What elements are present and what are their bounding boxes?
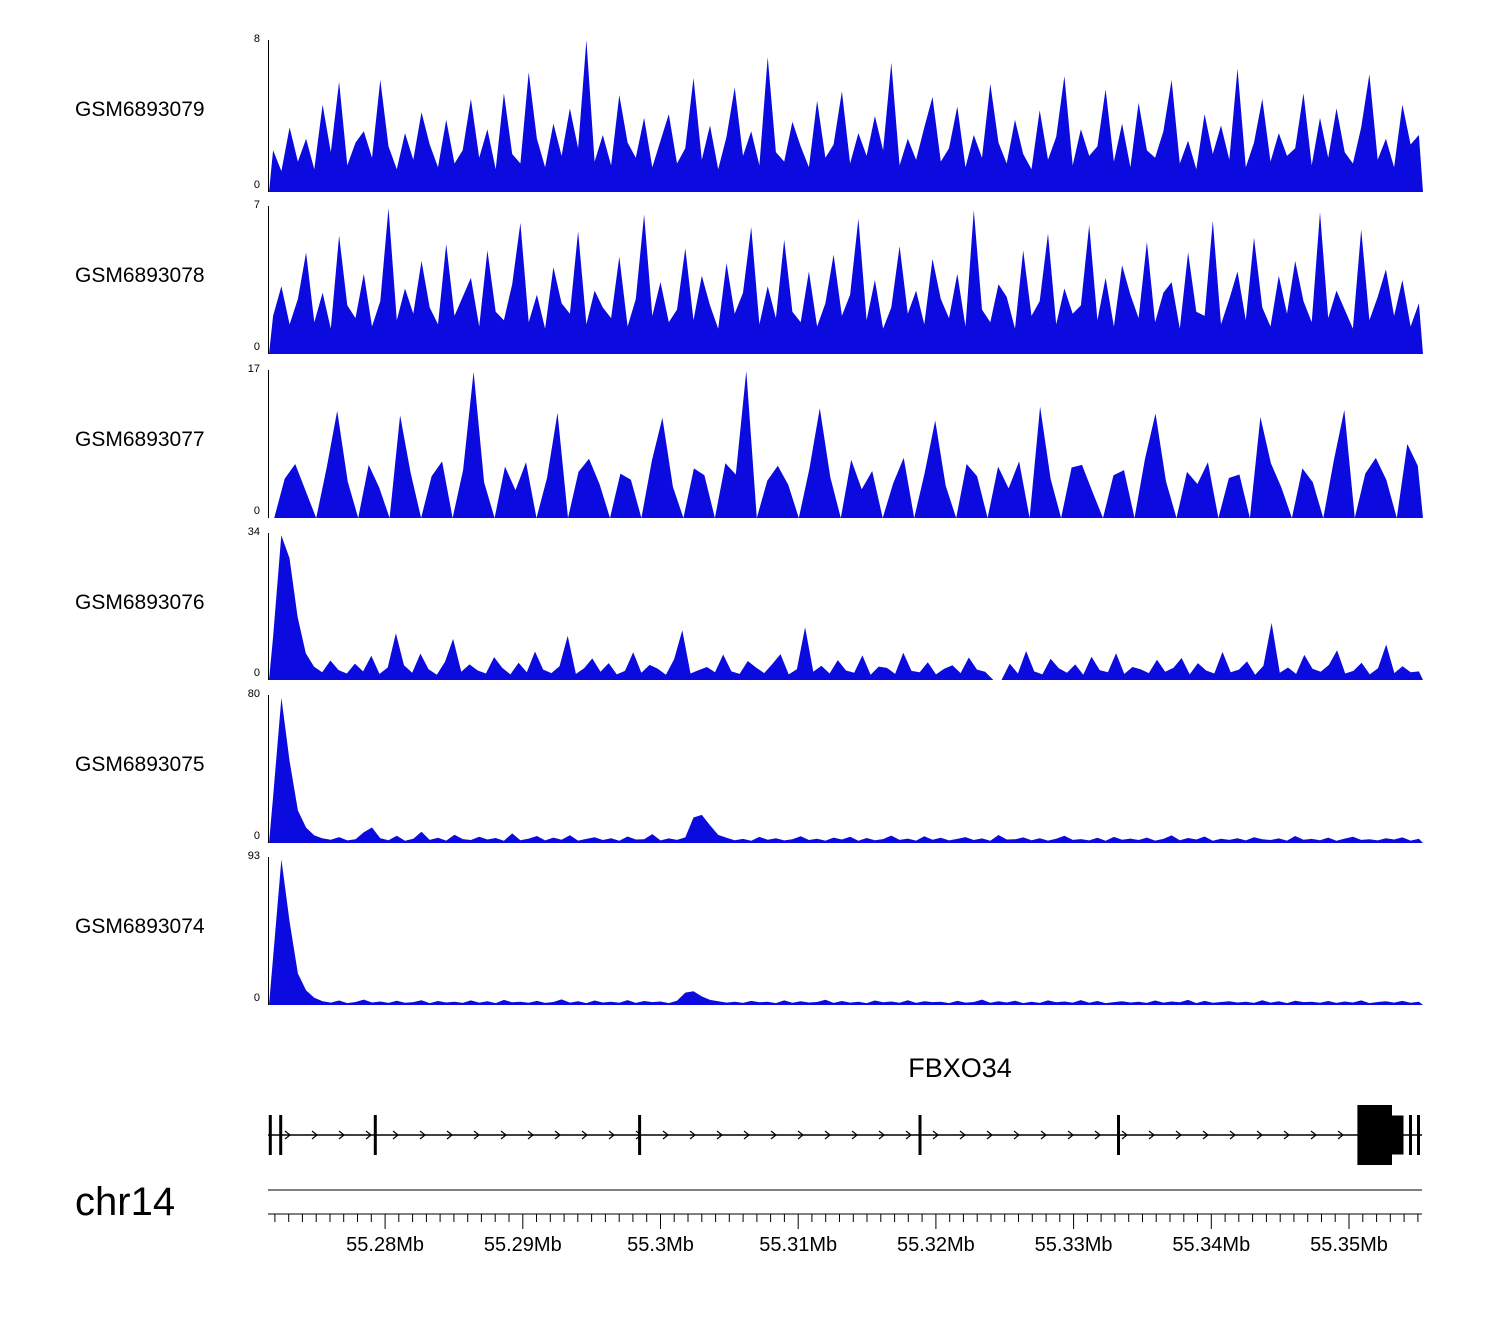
coverage-signal-GSM6893079 (268, 40, 1423, 192)
coverage-signal-GSM6893078 (268, 206, 1423, 354)
track-label-GSM6893079: GSM6893079 (75, 98, 205, 121)
y-axis-max-GSM6893076: 34 (247, 526, 260, 538)
track-label-GSM6893076: GSM6893076 (75, 591, 205, 614)
coverage-signal-GSM6893074 (268, 857, 1423, 1005)
y-axis-max-GSM6893075: 80 (247, 688, 260, 700)
axis-tick-label: 55.28Mb (346, 1234, 424, 1256)
y-axis-max-GSM6893077: 17 (247, 363, 260, 375)
y-axis-zero-GSM6893074: 0 (253, 992, 260, 1004)
axis-tick-label: 55.29Mb (484, 1234, 562, 1256)
coverage-signal-GSM6893077 (268, 370, 1423, 518)
coverage-signal-GSM6893075 (268, 695, 1423, 843)
gene-model-track (268, 1105, 1422, 1165)
axis-tick-label: 55.34Mb (1172, 1234, 1250, 1256)
axis-tick-label: 55.35Mb (1310, 1234, 1388, 1256)
track-label-GSM6893078: GSM6893078 (75, 264, 205, 287)
y-axis-max-GSM6893074: 93 (247, 850, 260, 862)
axis-tick-label: 55.32Mb (897, 1234, 975, 1256)
track-label-GSM6893075: GSM6893075 (75, 753, 205, 776)
y-axis-max-GSM6893079: 8 (253, 33, 260, 45)
coverage-signal-GSM6893076 (268, 533, 1423, 680)
y-axis-zero-GSM6893079: 0 (253, 179, 260, 191)
track-label-GSM6893074: GSM6893074 (75, 915, 205, 938)
genome-axis-ruler: 55.28Mb 55.29Mb 55.3Mb 55.31Mb 55.32Mb 55.33M… (268, 1189, 1422, 1256)
y-axis-zero-GSM6893075: 0 (253, 830, 260, 842)
axis-tick-label: 55.3Mb (627, 1234, 694, 1256)
axis-tick-label: 55.33Mb (1035, 1234, 1113, 1256)
chromosome-label: chr14 (75, 1180, 176, 1224)
axis-tick-label: 55.31Mb (759, 1234, 837, 1256)
y-axis-max-GSM6893078: 7 (253, 199, 260, 211)
y-axis-zero-GSM6893076: 0 (253, 667, 260, 679)
y-axis-zero-GSM6893078: 0 (253, 341, 260, 353)
gene-name-label: FBXO34 (908, 1053, 1012, 1083)
y-axis-zero-GSM6893077: 0 (253, 505, 260, 517)
track-label-GSM6893077: GSM6893077 (75, 428, 205, 451)
